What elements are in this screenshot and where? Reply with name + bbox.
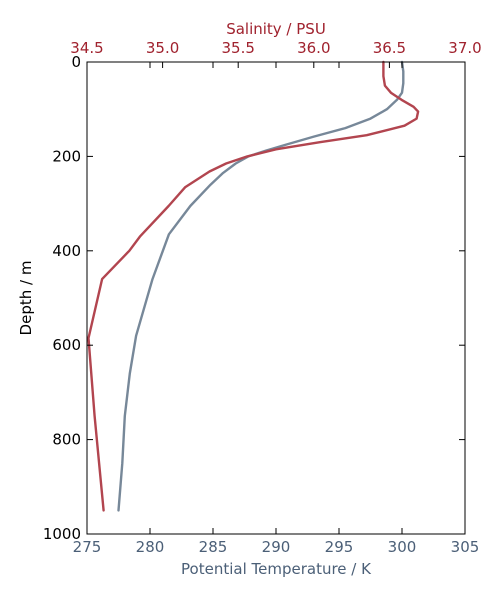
x-tick-label: 290 — [262, 538, 291, 556]
y-axis-title: Depth / m — [17, 261, 35, 336]
tick-layer: 275 280 285 290 295 300 305 34.5 35.0 35.5 36.0 36.… — [43, 39, 482, 556]
x-tick-label: 280 — [136, 538, 165, 556]
x-axis-title: Potential Temperature / K — [181, 560, 372, 578]
x-tick-label: 285 — [199, 538, 228, 556]
x2-tick-label: 35.0 — [146, 39, 179, 57]
x2-axis-title: Salinity / PSU — [226, 20, 326, 38]
plot-frame — [86, 61, 466, 535]
y-tick-label: 1000 — [43, 525, 81, 543]
x2-tick-label: 34.5 — [70, 39, 103, 57]
x2-tick-label: 37.0 — [448, 39, 481, 57]
x-tick-label: 305 — [451, 538, 480, 556]
plot-area — [87, 62, 465, 534]
y-tick-label: 200 — [52, 147, 81, 165]
x2-tick-label: 36.5 — [373, 39, 406, 57]
y-tick-label: 600 — [52, 336, 81, 354]
y-tick-label: 800 — [52, 431, 81, 449]
x-tick-label: 295 — [325, 538, 354, 556]
x-tick-label: 300 — [388, 538, 417, 556]
salinity-profile-line — [87, 60, 420, 512]
x2-tick-label: 35.5 — [221, 39, 254, 57]
y-tick-label: 400 — [52, 242, 81, 260]
x2-tick-label: 36.0 — [297, 39, 330, 57]
x-tick-label: 275 — [73, 538, 102, 556]
y-tick-label: 0 — [71, 53, 81, 71]
series-layer — [87, 60, 420, 512]
